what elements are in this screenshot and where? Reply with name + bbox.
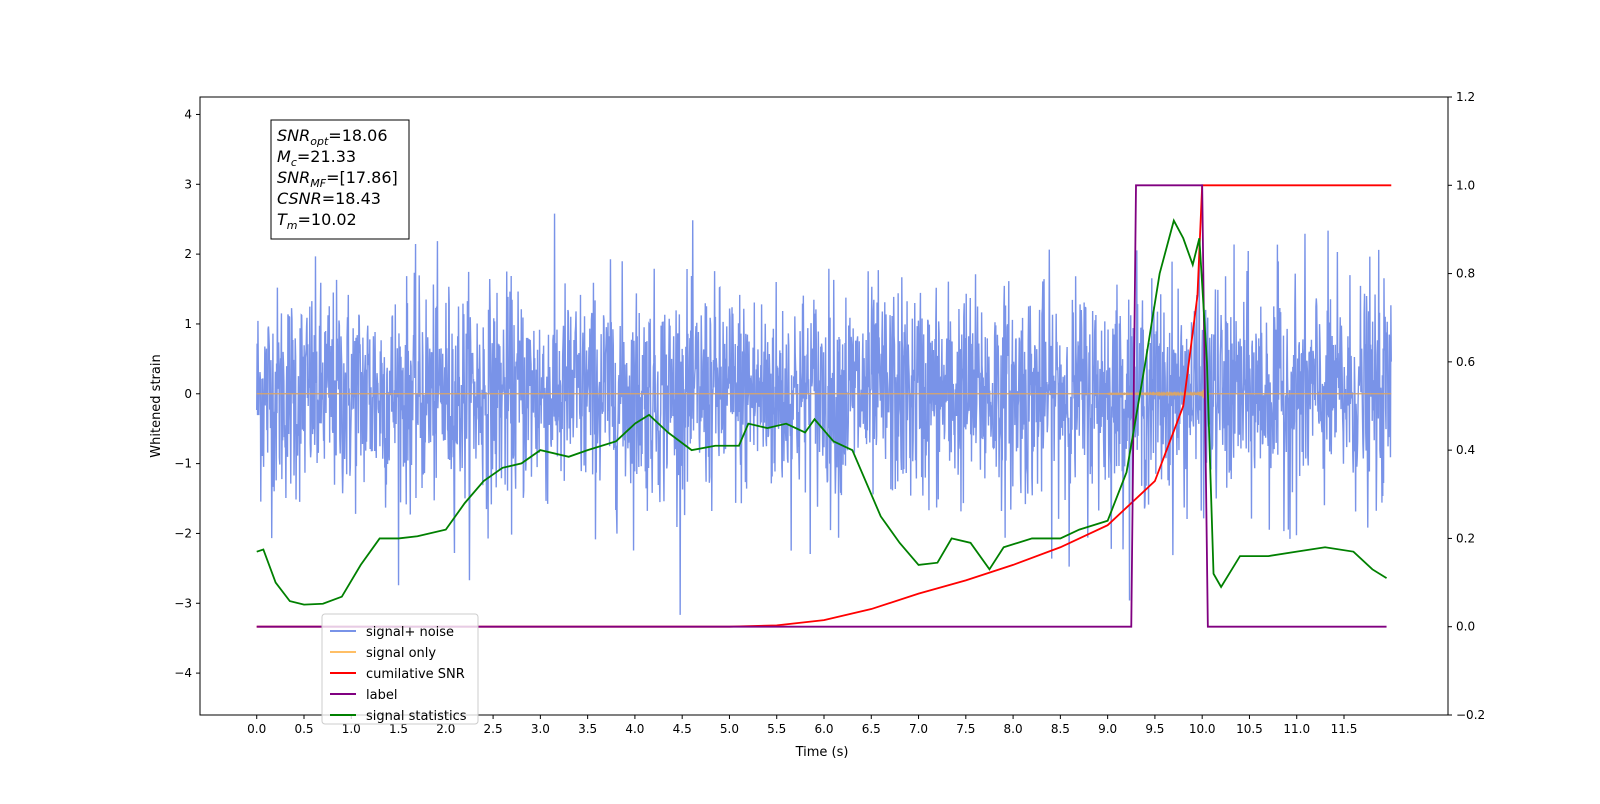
y2-tick-label: 0.4 <box>1456 443 1475 457</box>
series-signal-noise-line <box>256 213 1392 615</box>
x-tick-label: 8.0 <box>1004 722 1023 736</box>
x-tick-label: 0.5 <box>294 722 313 736</box>
x-tick-label: 6.0 <box>814 722 833 736</box>
x-tick-label: 11.5 <box>1331 722 1358 736</box>
annotation-box: SNRopt=18.06Mc=21.33SNRMF=[17.86]CSNR=18… <box>270 119 410 240</box>
y-tick-label: 2 <box>184 247 192 261</box>
annotation-line: CSNR=18.43 <box>277 189 381 208</box>
x-tick-label: 10.0 <box>1189 722 1216 736</box>
x-tick-label: 11.0 <box>1283 722 1310 736</box>
x-tick-label: 2.0 <box>436 722 455 736</box>
x-tick-label: 3.5 <box>578 722 597 736</box>
legend: signal+ noise signal only cumilative SNR la… <box>321 613 479 725</box>
annotation-line: SNRopt=18.06 <box>277 126 388 148</box>
annotation-line: Tm=10.02 <box>277 210 357 232</box>
x-tick-label: 4.5 <box>673 722 692 736</box>
x-tick-label: 2.5 <box>484 722 503 736</box>
y-tick-label: 3 <box>184 177 192 191</box>
x-tick-label: 0.0 <box>247 722 266 736</box>
y-axis-right: 1.2 1.0 0.8 0.6 0.4 0.2 0.0 −0.2 <box>1448 90 1485 722</box>
x-tick-label: 5.0 <box>720 722 739 736</box>
y-tick-label: −3 <box>174 596 192 610</box>
x-tick-label: 3.0 <box>531 722 550 736</box>
x-tick-label: 7.5 <box>956 722 975 736</box>
legend-label: cumilative SNR <box>366 667 465 682</box>
x-tick-label: 1.0 <box>342 722 361 736</box>
annotation-line: Mc=21.33 <box>277 147 356 169</box>
annotation-line: SNRMF=[17.86] <box>277 168 398 190</box>
series-signal-only-line <box>1107 389 1205 399</box>
y2-tick-label: 0.2 <box>1456 531 1475 545</box>
y-tick-label: 4 <box>184 107 192 121</box>
legend-label: signal only <box>366 646 436 661</box>
series-label-line <box>256 184 1387 628</box>
y-tick-label: 0 <box>184 387 192 401</box>
legend-label: label <box>366 688 397 703</box>
y-tick-label: −1 <box>174 457 192 471</box>
series-signal-statistics-line <box>256 218 1388 606</box>
x-axis: 0.0 0.5 1.0 1.5 2.0 2.5 3.0 3.5 4.0 4.5 5.0 5.5 6.0 6… <box>247 715 1357 736</box>
series-layer <box>256 184 1392 628</box>
y2-tick-label: 0.8 <box>1456 267 1475 281</box>
y2-tick-label: −0.2 <box>1456 708 1485 722</box>
y2-tick-label: 1.2 <box>1456 90 1475 104</box>
legend-label: signal+ noise <box>366 625 454 640</box>
x-tick-label: 9.5 <box>1145 722 1164 736</box>
y2-tick-label: 1.0 <box>1456 178 1475 192</box>
x-tick-label: 1.5 <box>389 722 408 736</box>
y-axis-left: 4 3 2 1 0 −1 −2 −3 −4 <box>174 107 200 680</box>
y-tick-label: −4 <box>174 666 192 680</box>
y-tick-label: −2 <box>174 526 192 540</box>
x-tick-label: 9.0 <box>1098 722 1117 736</box>
x-tick-label: 8.5 <box>1051 722 1070 736</box>
y2-tick-label: 0.0 <box>1456 620 1475 634</box>
x-tick-label: 10.5 <box>1236 722 1263 736</box>
y-axis-label: Whitened strain <box>149 354 164 457</box>
x-tick-label: 4.0 <box>625 722 644 736</box>
x-axis-label: Time (s) <box>795 745 849 760</box>
x-tick-label: 6.5 <box>862 722 881 736</box>
legend-label: signal statistics <box>366 709 467 724</box>
y2-tick-label: 0.6 <box>1456 355 1475 369</box>
x-tick-label: 7.0 <box>909 722 928 736</box>
series-cumilative-snr-line <box>256 184 1392 628</box>
y-tick-label: 1 <box>184 317 192 331</box>
x-tick-label: 5.5 <box>767 722 786 736</box>
